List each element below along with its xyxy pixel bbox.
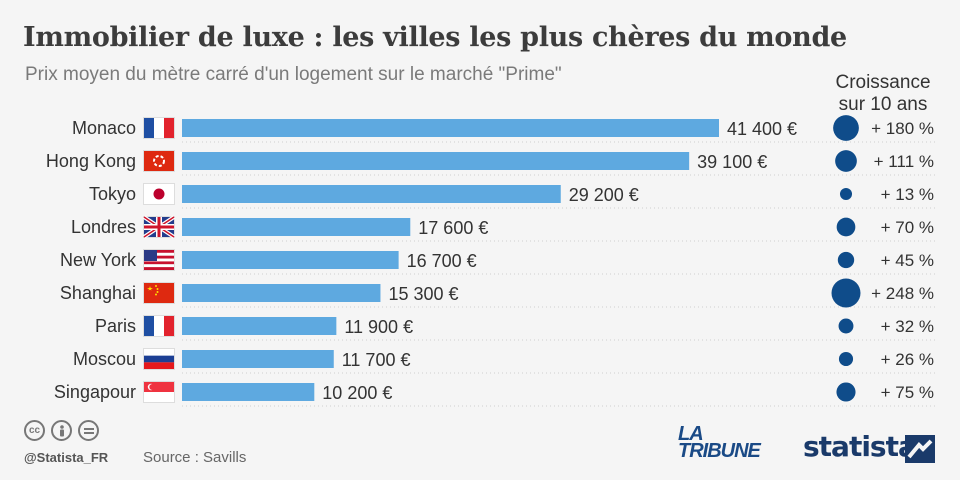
growth-label: + 111 % — [874, 152, 934, 171]
person-icon — [51, 420, 72, 441]
category-label: New York — [60, 250, 137, 270]
equals-icon — [78, 420, 99, 441]
flag-icon — [143, 150, 175, 172]
la-tribune-logo: LA TRIBUNE — [678, 423, 761, 462]
flag-icon — [143, 381, 175, 403]
growth-bubble — [836, 217, 856, 237]
bar — [182, 119, 719, 137]
statista-handle: @Statista_FR — [24, 450, 109, 465]
flag-icon — [143, 348, 175, 370]
category-label: Londres — [71, 217, 136, 237]
value-label: 11 900 € — [344, 317, 413, 337]
bar — [182, 152, 690, 170]
growth-header-line1: Croissance — [835, 72, 931, 93]
flag-icon — [143, 183, 175, 205]
growth-bubble — [838, 351, 854, 367]
statista-logo-mark — [905, 435, 935, 463]
category-label: Monaco — [72, 118, 136, 138]
chart-row: Paris 11 900 € + 32 % — [95, 315, 935, 341]
growth-label: + 45 % — [881, 251, 934, 270]
bar — [182, 284, 381, 302]
value-label: 15 300 € — [388, 284, 458, 304]
growth-label: + 13 % — [881, 185, 934, 204]
bar-chart: Monaco 41 400 € + 180 % Hong Kong 39 100 € + … — [46, 115, 935, 407]
growth-header-line2: sur 10 ans — [838, 94, 928, 115]
growth-bubble — [838, 318, 854, 334]
growth-bubble — [839, 187, 853, 201]
value-label: 16 700 € — [407, 251, 477, 271]
flag-icon — [143, 249, 175, 271]
category-label: Paris — [95, 316, 136, 336]
chart-row: Londres 17 600 € + 70 % — [71, 215, 935, 242]
bar — [182, 218, 411, 236]
chart-row: Monaco 41 400 € + 180 % — [72, 115, 935, 143]
bar — [182, 317, 337, 335]
category-label: Singapour — [54, 382, 136, 402]
chart-row: Moscou 11 700 € + 26 % — [73, 348, 935, 374]
value-label: 11 700 € — [342, 350, 411, 370]
value-label: 10 200 € — [322, 383, 392, 403]
category-label: Tokyo — [89, 184, 136, 204]
growth-bubble — [835, 150, 857, 172]
growth-label: + 75 % — [881, 383, 934, 402]
chart-row: Tokyo 29 200 € + 13 % — [89, 183, 935, 209]
chart-row: Singapour 10 200 € + 75 % — [54, 381, 935, 407]
chart-row: New York 16 700 € + 45 % — [60, 249, 935, 275]
bar — [182, 251, 399, 269]
bar — [182, 185, 561, 203]
growth-header: Croissance sur 10 ans — [822, 72, 944, 116]
chart-title: Immobilier de luxe : les villes les plus… — [23, 22, 847, 53]
flag-icon — [143, 117, 175, 139]
growth-bubble — [836, 382, 856, 402]
value-label: 41 400 € — [727, 119, 797, 139]
category-label: Shanghai — [60, 283, 136, 303]
growth-label: + 32 % — [881, 317, 934, 336]
growth-label: + 70 % — [881, 218, 934, 237]
flag-icon — [143, 315, 175, 337]
bar — [182, 383, 315, 401]
flag-icon — [143, 282, 175, 304]
bar — [182, 350, 334, 368]
category-label: Moscou — [73, 349, 136, 369]
growth-label: + 26 % — [881, 350, 934, 369]
category-label: Hong Kong — [46, 151, 136, 171]
value-label: 29 200 € — [569, 185, 639, 205]
growth-bubble — [837, 251, 855, 269]
source-text: Source : Savills — [143, 449, 247, 466]
value-label: 17 600 € — [418, 218, 488, 238]
growth-label: + 248 % — [871, 284, 934, 303]
license-icons: cc — [24, 420, 99, 441]
chart-row: Hong Kong 39 100 € + 111 % — [46, 150, 935, 176]
value-label: 39 100 € — [697, 152, 767, 172]
growth-label: + 180 % — [871, 119, 934, 138]
flag-icon — [142, 215, 176, 239]
statista-logo: statista — [803, 430, 917, 463]
cc-icon: cc — [24, 420, 45, 441]
chart-subtitle: Prix moyen du mètre carré d'un logement … — [25, 64, 562, 85]
growth-bubble — [833, 115, 859, 141]
growth-bubble — [831, 278, 861, 308]
chart-row: Shanghai 15 300 € + 248 % — [60, 278, 935, 308]
